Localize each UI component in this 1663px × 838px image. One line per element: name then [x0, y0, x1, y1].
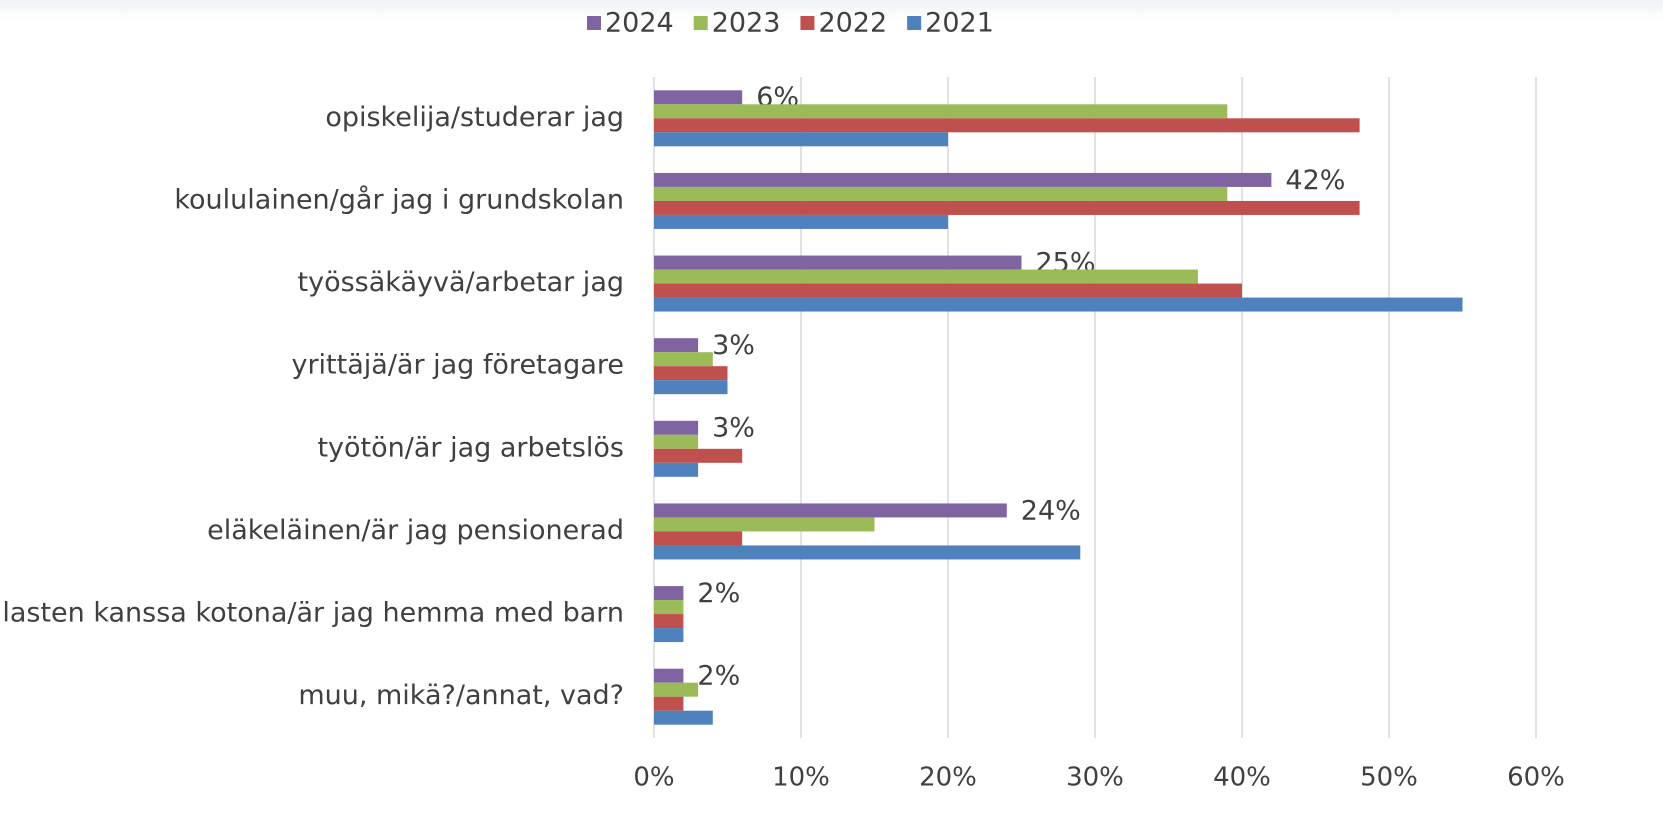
- background: [0, 0, 1663, 20]
- bar: [654, 200, 1360, 215]
- category-label: lasten kanssa kotona/är jag hemma med ba…: [2, 598, 624, 629]
- bar: [654, 517, 875, 532]
- legend-label: 2024: [605, 8, 674, 39]
- bar: [654, 628, 684, 643]
- data-label: 3%: [712, 413, 755, 444]
- legend-swatch: [693, 16, 708, 30]
- bar: [654, 104, 1228, 119]
- bar: [654, 352, 713, 367]
- bar: [654, 283, 1242, 298]
- bar: [654, 434, 699, 449]
- bar: [654, 420, 699, 435]
- bar: [654, 132, 948, 147]
- bar: [654, 214, 948, 229]
- x-tick-label: 20%: [919, 763, 977, 793]
- legend-swatch: [907, 16, 922, 30]
- bar: [654, 600, 684, 615]
- category-label: yrittäjä/är jag företagare: [291, 350, 624, 381]
- bar: [654, 710, 713, 725]
- bar: [654, 338, 699, 353]
- bar: [654, 172, 1272, 187]
- bar: [654, 269, 1198, 284]
- x-tick-label: 40%: [1213, 763, 1271, 793]
- bar: [654, 462, 699, 477]
- x-tick-label: 50%: [1360, 763, 1418, 793]
- bar: [654, 255, 1022, 270]
- bar: [654, 380, 728, 395]
- bar: [654, 186, 1228, 201]
- category-label: työtön/är jag arbetslös: [317, 432, 624, 463]
- bar: [654, 614, 684, 629]
- legend-label: 2023: [712, 8, 781, 39]
- bar: [654, 668, 684, 683]
- data-label: 2%: [697, 578, 740, 609]
- category-label: työssäkäyvä/arbetar jag: [298, 267, 624, 298]
- x-tick-label: 30%: [1066, 763, 1124, 793]
- bar: [654, 297, 1463, 312]
- legend-swatch: [587, 16, 601, 30]
- x-tick-label: 10%: [772, 763, 830, 793]
- bar: [654, 586, 684, 601]
- data-label: 24%: [1021, 495, 1081, 526]
- category-label: koululainen/går jag i grundskolan: [174, 184, 624, 215]
- bar: [654, 503, 1007, 518]
- bar: [654, 366, 728, 381]
- category-label: eläkeläinen/är jag pensionerad: [207, 515, 624, 546]
- data-label: 42%: [1285, 165, 1345, 196]
- legend-label: 2022: [818, 8, 887, 39]
- bar: [654, 118, 1360, 133]
- category-label: muu, mikä?/annat, vad?: [298, 680, 624, 711]
- data-label: 2%: [697, 661, 740, 692]
- bar: [654, 448, 743, 463]
- bar: [654, 696, 684, 711]
- category-label: opiskelija/studerar jag: [325, 102, 624, 133]
- bar: [654, 531, 743, 546]
- bar: [654, 682, 699, 697]
- legend-label: 2021: [925, 8, 994, 39]
- bar: [654, 90, 743, 105]
- x-tick-label: 0%: [633, 763, 674, 793]
- bar: [654, 545, 1081, 560]
- x-tick-label: 60%: [1507, 763, 1565, 793]
- data-label: 3%: [712, 330, 755, 361]
- legend-swatch: [800, 16, 815, 30]
